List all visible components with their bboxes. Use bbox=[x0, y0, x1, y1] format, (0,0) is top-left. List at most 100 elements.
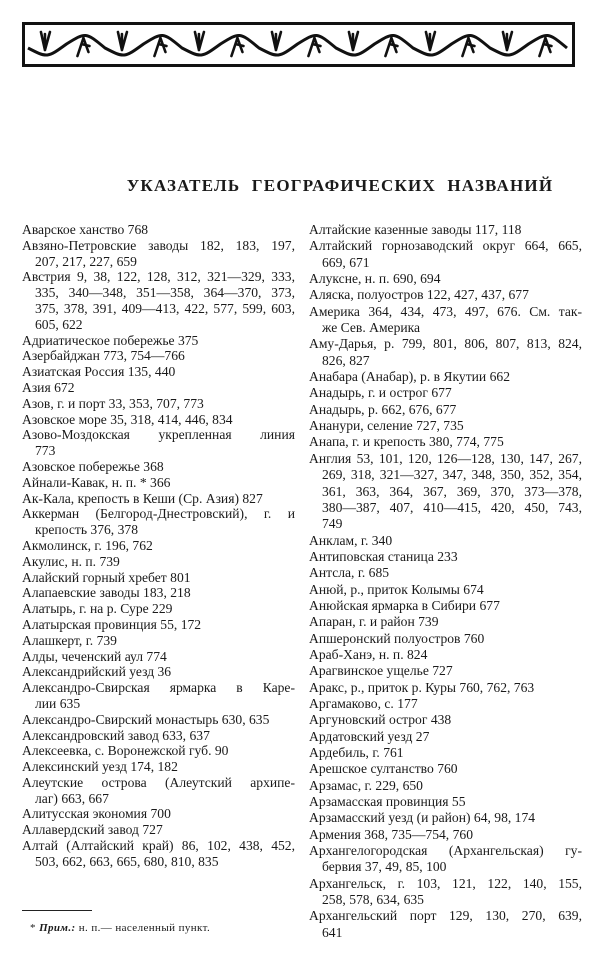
index-entry: Алды, чеченский аул 774 bbox=[22, 649, 295, 665]
index-entry-line: Ардатовский уезд 27 bbox=[309, 728, 430, 744]
index-entry-line: Акулис, н. п. 739 bbox=[22, 553, 120, 569]
index-entry-line: Аварское ханство 768 bbox=[22, 222, 149, 237]
index-entry-line: Архангельский порт 129, 130, 270, 639, bbox=[309, 908, 582, 924]
index-entry-continuation: 669, 671 bbox=[322, 254, 370, 270]
leaf-up-icon bbox=[116, 30, 129, 52]
index-entry: Азия 672 bbox=[22, 380, 295, 396]
index-entry-line: Антсла, г. 685 bbox=[309, 565, 390, 581]
index-entry-line: Азербайджан 773, 754—766 bbox=[22, 348, 185, 364]
index-entry-line: Анклам, г. 340 bbox=[309, 532, 393, 548]
index-entry-line: Азовское побережье 368 bbox=[22, 458, 164, 474]
index-entry: Алашкерт, г. 739 bbox=[22, 633, 295, 649]
index-entry-line: Азово-Моздокская укрепленная линия bbox=[22, 427, 295, 443]
index-entry: Азово-Моздокская укрепленная линия 773 bbox=[22, 427, 295, 459]
index-entry-continuation: 749 bbox=[322, 516, 343, 532]
index-entry: Анюй, р., приток Колымы 674 bbox=[309, 582, 582, 598]
index-entry: Александровский завод 633, 637 bbox=[22, 728, 295, 744]
index-entry-line: Австрия 9, 38, 122, 128, 312, 321—329, 3… bbox=[22, 269, 295, 285]
index-entry-line: Александро-Свирская ярмарка в Каре- bbox=[22, 680, 295, 696]
index-entry-line: Алтайский горнозаводский округ 664, 665, bbox=[309, 238, 582, 254]
index-entry-line: Анюйская ярмарка в Сибири 677 bbox=[309, 597, 500, 613]
index-entry-line: Анабара (Анабар), р. в Якутии 662 bbox=[309, 369, 510, 385]
index-entry: Арагвинское ущелье 727 bbox=[309, 663, 582, 679]
footnote-divider bbox=[22, 910, 92, 911]
index-entry: Арзамасский уезд (и район) 64, 98, 174 bbox=[309, 810, 582, 826]
index-entry-line: Армения 368, 735—754, 760 bbox=[309, 826, 473, 842]
index-entry-line: Алды, чеченский аул 774 bbox=[22, 648, 167, 664]
index-entry-line: Аккерман (Белгород-Днестровский), г. и bbox=[22, 506, 295, 522]
index-entry: Апшеронский полуостров 760 bbox=[309, 631, 582, 647]
index-entry-continuation: крепость 376, 378 bbox=[35, 522, 138, 538]
index-entry-line: Адриатическое побережье 375 bbox=[22, 332, 199, 348]
index-entry: Америка 364, 434, 473, 497, 676. См. так… bbox=[309, 304, 582, 337]
index-entry: Ардебиль, г. 761 bbox=[309, 745, 582, 761]
leaf-down-icon bbox=[76, 36, 91, 58]
index-entry-continuation: же Сев. Америка bbox=[322, 320, 421, 336]
index-entry-line: Америка 364, 434, 473, 497, 676. См. так… bbox=[309, 303, 582, 319]
index-entry-line: Азиатская Россия 135, 440 bbox=[22, 364, 176, 380]
index-entry-line: Антиповская станица 233 bbox=[309, 548, 458, 564]
index-entry: Архангельск, г. 103, 121, 122, 140, 155,… bbox=[309, 876, 582, 909]
footnote-marker: * bbox=[30, 922, 36, 934]
leaf-down-icon bbox=[307, 36, 322, 58]
index-entry: Ак-Кала, крепость в Кеши (Ср. Азия) 827 bbox=[22, 491, 295, 507]
index-entry: Александрийский уезд 36 bbox=[22, 664, 295, 680]
index-entry-line: Александровский завод 633, 637 bbox=[22, 727, 210, 743]
index-entry: Ананури, селение 727, 735 bbox=[309, 418, 582, 434]
leaf-down-icon bbox=[384, 36, 399, 58]
index-entry-line: Анапа, г. и крепость 380, 774, 775 bbox=[309, 434, 504, 450]
index-entry-line: Алексинский уезд 174, 182 bbox=[22, 759, 178, 775]
index-entry-continuation: 773 bbox=[35, 443, 56, 459]
index-entry-line: Анадырь, р. 662, 676, 677 bbox=[309, 401, 457, 417]
index-entry: Арешское султанство 760 bbox=[309, 761, 582, 777]
index-entry-line: Архангельск, г. 103, 121, 122, 140, 155, bbox=[309, 875, 582, 891]
index-entry-continuation: 826, 827 bbox=[322, 352, 370, 368]
index-entry: Алеутские острова (Алеутский архипе-лаг)… bbox=[22, 775, 295, 807]
index-entry-line: Ардебиль, г. 761 bbox=[309, 745, 404, 760]
index-entry: Александро-Свирский монастырь 630, 635 bbox=[22, 712, 295, 728]
index-entry: Айнали-Кавак, н. п. * 366 bbox=[22, 475, 295, 491]
index-entry-line: Алеутские острова (Алеутский архипе- bbox=[22, 774, 295, 790]
index-entry-continuation: 605, 622 bbox=[35, 316, 83, 332]
index-entry: Алтай (Алтайский край) 86, 102, 438, 452… bbox=[22, 838, 295, 870]
index-entry: Алексинский уезд 174, 182 bbox=[22, 759, 295, 775]
index-entry: Анадырь, р. 662, 676, 677 bbox=[309, 402, 582, 418]
footnote: * Прим.: н. п.— населенный пункт. bbox=[30, 922, 210, 934]
index-entry: Апаран, г. и район 739 bbox=[309, 614, 582, 630]
index-entry-continuation: лии 635 bbox=[35, 695, 81, 711]
leaf-up-icon bbox=[347, 30, 360, 52]
index-entry-line: Апшеронский полуостров 760 bbox=[309, 630, 485, 646]
index-entry-line: Аракс, р., приток р. Куры 760, 762, 763 bbox=[309, 679, 535, 695]
index-entry-line: Александро-Свирский монастырь 630, 635 bbox=[22, 711, 270, 727]
index-entry-line: Авзяно-Петровские заводы 182, 183, 197, bbox=[22, 237, 295, 253]
index-entry: Араб-Ханэ, н. п. 824 bbox=[309, 647, 582, 663]
index-entry-line: Ананури, селение 727, 735 bbox=[309, 418, 464, 434]
index-entry: Аракс, р., приток р. Куры 760, 762, 763 bbox=[309, 680, 582, 696]
index-entry-line: Алуксне, н. п. 690, 694 bbox=[309, 271, 441, 287]
index-column-left: Аварское ханство 768 Авзяно-Петровские за… bbox=[22, 222, 295, 870]
index-entry: Азовское побережье 368 bbox=[22, 459, 295, 475]
index-entry-line: Аргамаково, с. 177 bbox=[309, 695, 418, 711]
index-entry: Антсла, г. 685 bbox=[309, 565, 582, 581]
page-title: УКАЗАТЕЛЬ ГЕОГРАФИЧЕСКИХ НАЗВАНИЙ bbox=[126, 176, 554, 195]
index-entry: Арзамас, г. 229, 650 bbox=[309, 778, 582, 794]
index-entry: Арзамасская провинция 55 bbox=[309, 794, 582, 810]
index-entry: Азербайджан 773, 754—766 bbox=[22, 348, 295, 364]
index-entry-line: Алатырь, г. на р. Суре 229 bbox=[22, 601, 173, 617]
index-entry: Архангелогородская (Архангельская) гу-бе… bbox=[309, 843, 582, 876]
index-entry: Аварское ханство 768 bbox=[22, 222, 295, 238]
index-entry: Аму-Дарья, р. 799, 801, 806, 807, 813, 8… bbox=[309, 336, 582, 369]
index-entry-line: Ак-Кала, крепость в Кеши (Ср. Азия) 827 bbox=[22, 490, 263, 506]
leaf-up-icon bbox=[424, 30, 437, 52]
leaf-up-icon bbox=[501, 30, 514, 52]
index-entry-line: Аляска, полуостров 122, 427, 437, 677 bbox=[309, 287, 529, 303]
index-entry-continuation: 335, 340—348, 351—358, 364—370, 373, bbox=[35, 285, 295, 301]
index-entry: Алайский горный хребет 801 bbox=[22, 570, 295, 586]
leaf-up-icon bbox=[39, 30, 52, 52]
index-entry: Аргуновский острог 438 bbox=[309, 712, 582, 728]
index-entry-continuation: 380—387, 407, 410—415, 420, 450, 743, bbox=[322, 499, 582, 515]
index-entry: Англия 53, 101, 120, 126—128, 130, 147, … bbox=[309, 451, 582, 533]
index-entry-continuation: 258, 578, 634, 635 bbox=[322, 892, 424, 908]
index-entry: Акмолинск, г. 196, 762 bbox=[22, 538, 295, 554]
index-entry: Армения 368, 735—754, 760 bbox=[309, 827, 582, 843]
